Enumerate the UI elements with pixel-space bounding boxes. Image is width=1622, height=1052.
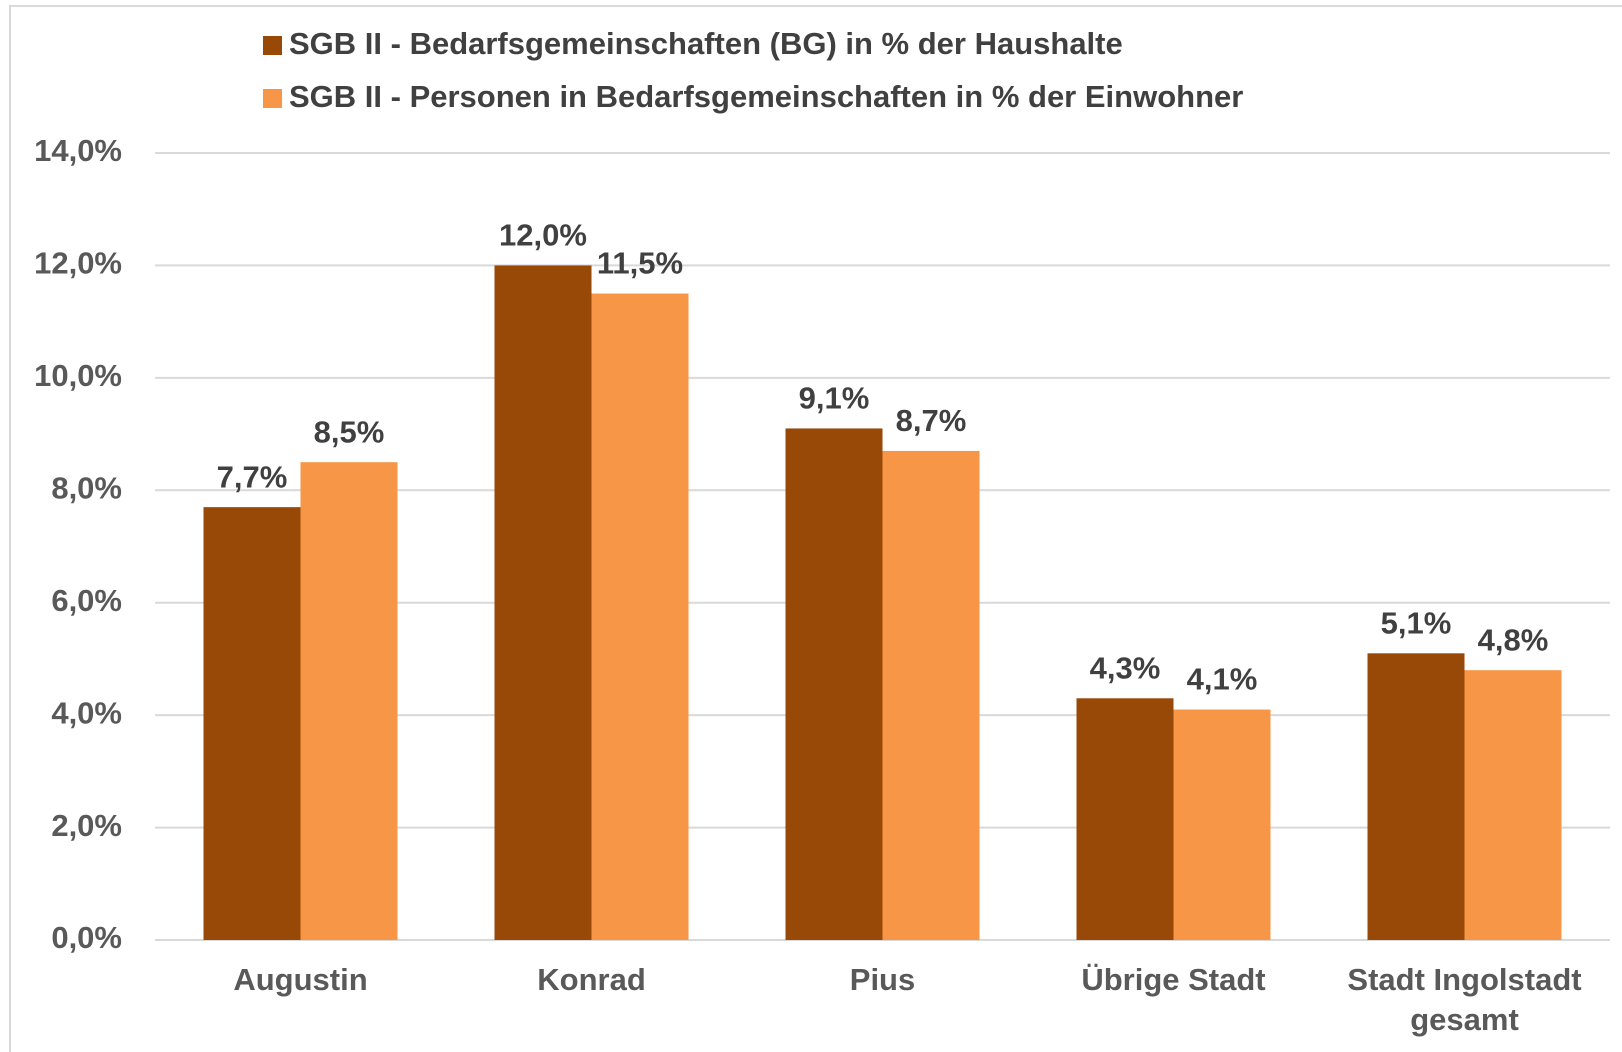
legend-swatch: [263, 36, 282, 55]
data-label: 4,8%: [1478, 622, 1549, 657]
data-label: 4,3%: [1090, 650, 1161, 685]
data-label: 8,5%: [314, 414, 385, 449]
data-label: 11,5%: [597, 246, 683, 281]
data-label: 4,1%: [1187, 662, 1258, 697]
data-label: 5,1%: [1381, 605, 1452, 640]
y-tick-label: 6,0%: [51, 583, 122, 618]
bar: [494, 265, 592, 940]
y-tick-label: 14,0%: [34, 133, 122, 168]
bar: [1076, 698, 1174, 940]
bar: [1464, 670, 1562, 940]
bar: [1367, 653, 1465, 940]
x-tick-label: Pius: [850, 962, 915, 997]
data-label: 12,0%: [499, 218, 587, 253]
data-label: 9,1%: [799, 381, 870, 416]
legend-swatch: [263, 89, 282, 108]
bar: [591, 293, 689, 940]
chart-border: [9, 5, 1622, 1052]
legend-label: SGB II - Personen in Bedarfsgemeinschaft…: [289, 79, 1243, 114]
bar: [1173, 709, 1271, 940]
x-tick-label: Augustin: [233, 962, 367, 997]
x-tick-label: Konrad: [537, 962, 646, 997]
x-tick-label: Stadt Ingolstadt gesamt: [1347, 962, 1581, 1037]
y-tick-label: 10,0%: [34, 358, 122, 393]
bar: [882, 450, 980, 940]
x-tick-label: Übrige Stadt: [1081, 962, 1265, 997]
data-label: 7,7%: [217, 459, 288, 494]
bar: [203, 507, 301, 940]
y-tick-label: 0,0%: [51, 920, 122, 955]
data-label: 8,7%: [896, 403, 967, 438]
y-tick-label: 12,0%: [34, 246, 122, 281]
y-tick-label: 8,0%: [51, 470, 122, 505]
bar: [300, 462, 398, 940]
y-tick-label: 2,0%: [51, 808, 122, 843]
bar: [785, 428, 883, 940]
y-tick-label: 4,0%: [51, 695, 122, 730]
legend-label: SGB II - Bedarfsgemeinschaften (BG) in %…: [289, 26, 1123, 61]
